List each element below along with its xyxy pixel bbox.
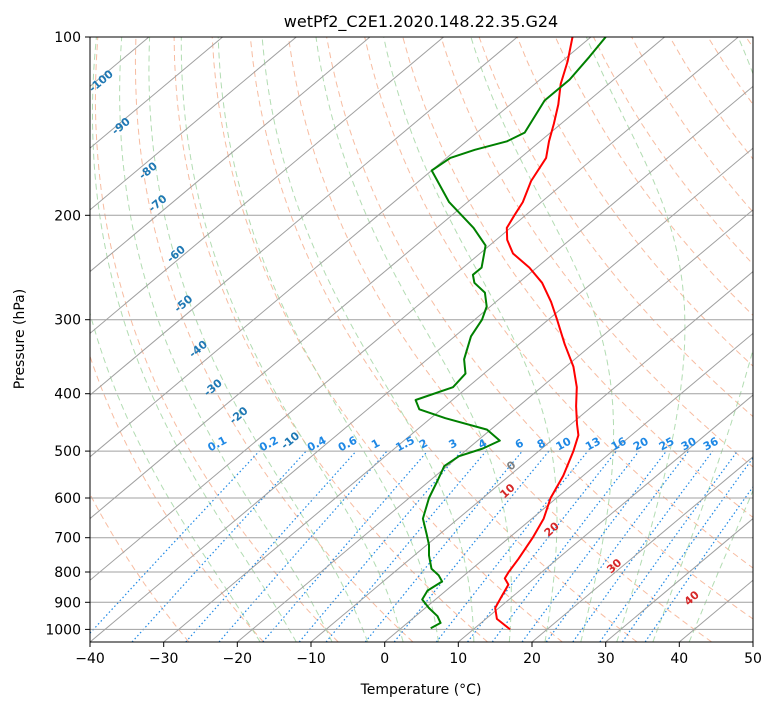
mixing-ratio-line	[393, 450, 550, 642]
isotherm	[90, 37, 665, 520]
moist-adiabat	[180, 37, 404, 642]
y-tick-label: 100	[54, 30, 81, 46]
x-tick-label: −40	[75, 651, 105, 667]
x-tick-label: 40	[670, 651, 688, 667]
plot-area: -100-90-80-70-60-50-40-30-20-10010203040…	[90, 37, 753, 642]
moist-adiabat	[148, 37, 369, 642]
y-tick-label: 500	[54, 444, 81, 460]
y-tick-label: 900	[54, 595, 81, 611]
mixing-ratio-line	[364, 450, 523, 642]
y-axis-label: Pressure (hPa)	[12, 289, 28, 389]
dry-adiabat	[364, 37, 753, 569]
mixing-ratio-line	[218, 450, 388, 642]
moist-adiabat	[315, 37, 512, 642]
y-tick-label: 400	[54, 387, 81, 403]
dry-adiabats	[90, 37, 753, 642]
sounding-profiles	[414, 37, 607, 631]
chart-title: wetPf2_C2E1.2020.148.22.35.G24	[284, 12, 558, 32]
isotherm	[236, 209, 753, 642]
moist-adiabat	[470, 37, 615, 642]
mixing-ratio-label: 20	[631, 435, 651, 454]
mixing-ratio-line	[644, 485, 753, 642]
isotherm	[90, 37, 592, 458]
isotherm	[90, 85, 753, 642]
isotherm	[90, 37, 297, 211]
y-tick-label: 700	[54, 531, 81, 547]
dry-adiabat	[516, 37, 753, 367]
mixing-ratio-line	[325, 450, 487, 642]
plot-frame	[89, 36, 754, 643]
dry-adiabat	[90, 354, 264, 642]
mixing-ratio-label: 13	[583, 435, 603, 454]
y-tick-label: 200	[54, 208, 81, 224]
moist-adiabat	[90, 311, 261, 642]
mixing-ratio-line	[90, 450, 260, 634]
x-tick-label: 0	[380, 651, 389, 667]
isotherms	[90, 37, 753, 642]
isotherm	[90, 37, 371, 273]
isotherm	[457, 394, 753, 642]
x-axis-ticks: −40 −30 −20 −10 0 10 20 30 40 50	[75, 642, 762, 667]
isotherm	[310, 270, 753, 642]
dry-adiabat	[249, 37, 638, 642]
y-tick-label: 1000	[45, 622, 81, 638]
dewpoint-profile-line	[414, 37, 607, 630]
temperature-profile-line	[494, 37, 580, 631]
mixing-ratio-line	[545, 450, 689, 642]
mixing-ratio-line	[185, 450, 357, 642]
isotherm	[163, 147, 753, 642]
x-tick-label: −20	[223, 651, 253, 667]
mixing-ratio-line	[621, 456, 753, 642]
mixing-ratio-label: 16	[609, 435, 629, 454]
mixing-ratio-label: 36	[701, 435, 721, 454]
x-tick-label: −10	[296, 651, 326, 667]
dry-adiabat	[90, 493, 190, 642]
isotherm	[90, 37, 739, 581]
mixing-ratio-line	[521, 450, 667, 642]
dry-adiabat	[402, 37, 753, 519]
dry-adiabat	[173, 37, 488, 642]
x-tick-label: 30	[597, 651, 615, 667]
isotherm	[90, 37, 223, 149]
pressure-gridlines	[90, 37, 753, 630]
x-tick-label: 10	[449, 651, 467, 667]
moist-adiabat	[261, 37, 475, 642]
moist-adiabat	[119, 37, 333, 642]
isotherm	[605, 517, 753, 642]
mixing-ratio-line	[491, 450, 640, 642]
dry-adiabat	[94, 37, 339, 642]
x-tick-label: 50	[744, 651, 762, 667]
mixing-ratio-line	[298, 450, 462, 642]
mixing-ratio-label: 10	[554, 435, 574, 454]
y-tick-label: 300	[54, 313, 81, 329]
moist-adiabat	[652, 37, 753, 642]
y-tick-label: 600	[54, 491, 81, 507]
mixing-ratio-label: 25	[657, 435, 677, 454]
moist-adiabats	[90, 37, 753, 642]
mixing-ratio-line	[572, 450, 714, 642]
dry-adiabat	[326, 37, 753, 620]
moist-adiabat	[217, 37, 439, 642]
x-tick-label: −30	[149, 651, 179, 667]
isotherm	[384, 332, 753, 642]
isotherm	[90, 37, 518, 396]
dry-adiabat	[478, 37, 753, 418]
x-axis-label: Temperature (°C)	[360, 682, 482, 698]
moist-adiabat	[92, 37, 297, 642]
dry-adiabat	[211, 37, 563, 642]
isotherm	[90, 37, 444, 334]
mixing-ratio-line	[599, 450, 738, 642]
dry-adiabat	[440, 37, 753, 468]
y-axis-ticks: 100 200 300 400 500 600 700 800 900 1000	[45, 30, 90, 638]
moist-adiabat	[688, 489, 753, 642]
x-tick-label: 20	[523, 651, 541, 667]
mixing-ratio-label: 30	[679, 435, 699, 454]
isotherm	[531, 456, 753, 642]
y-tick-label: 800	[54, 565, 81, 581]
dry-adiabat	[134, 37, 414, 642]
dry-adiabat	[554, 37, 753, 317]
